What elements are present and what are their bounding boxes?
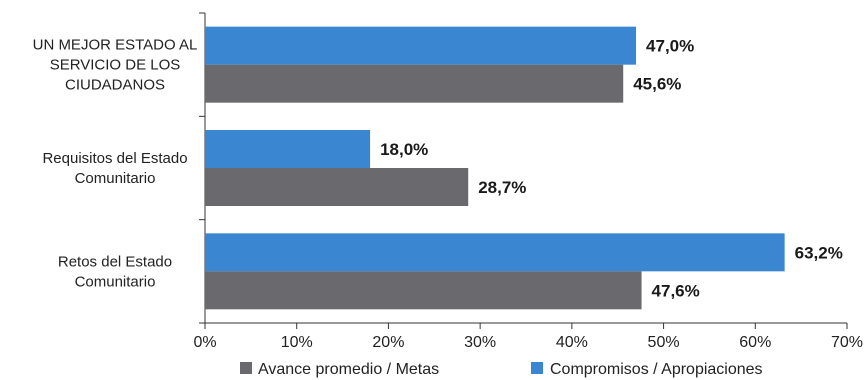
data-label: 18,0%	[380, 140, 428, 159]
bar-avance	[205, 64, 624, 103]
data-label: 28,7%	[478, 178, 526, 197]
x-tick-label: 0%	[193, 334, 216, 351]
data-label: 63,2%	[795, 243, 843, 262]
x-tick-label: 50%	[648, 334, 680, 351]
x-tick-label: 20%	[372, 334, 404, 351]
category-label: Retos del Estado	[58, 253, 172, 270]
data-label: 47,6%	[652, 281, 700, 300]
x-tick-label: 10%	[281, 334, 313, 351]
bars	[205, 26, 785, 310]
x-tick-label: 70%	[831, 334, 863, 351]
data-label: 45,6%	[633, 75, 681, 94]
bar-avance	[205, 271, 642, 310]
x-tick-label: 30%	[464, 334, 496, 351]
category-label: Requisitos del Estado	[42, 150, 187, 167]
category-label: Comunitario	[75, 273, 156, 290]
x-tick-label: 40%	[556, 334, 588, 351]
legend: Avance promedio / Metas Compromisos / Apr…	[240, 361, 763, 378]
legend-label: Avance promedio / Metas	[258, 361, 439, 378]
legend-label: Compromisos / Apropiaciones	[550, 361, 763, 378]
bar-compromisos	[205, 130, 371, 168]
category-labels: UN MEJOR ESTADO AL SERVICIO DE LOS CIUDADA…	[33, 37, 198, 291]
category-label: Comunitario	[75, 170, 156, 187]
legend-swatch	[531, 362, 543, 374]
x-tick-label: 60%	[739, 334, 771, 351]
bar-compromisos	[205, 233, 785, 272]
category-label: SERVICIO DE LOS	[50, 57, 181, 74]
bar-compromisos	[205, 26, 637, 65]
legend-swatch	[240, 362, 252, 374]
category-label: CIUDADANOS	[65, 77, 165, 94]
data-labels: 47,0% 45,6% 18,0% 28,7% 63,2% 47,6%	[380, 37, 843, 301]
data-label: 47,0%	[646, 37, 694, 56]
category-label: UN MEJOR ESTADO AL	[33, 37, 198, 54]
x-tick-labels: 0% 10% 20% 30% 40% 50% 60% 70%	[193, 334, 863, 351]
bar-avance	[205, 168, 469, 206]
